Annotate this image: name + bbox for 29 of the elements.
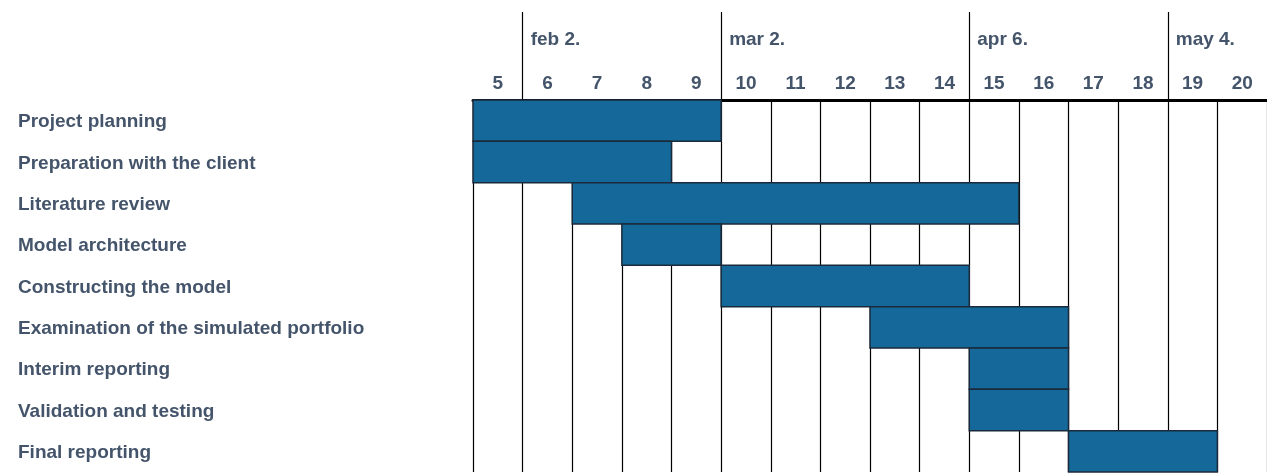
x-tick-label: 20 [1231,72,1253,93]
y-tick-label: Constructing the model [18,275,232,297]
x-tick-label: 8 [641,72,652,93]
x-tick-label: 18 [1132,72,1154,93]
x-tick-label: 7 [591,72,603,93]
y-tick-label: Final reporting [18,440,151,462]
x-tick-label: 15 [983,72,1006,93]
x-tick-label: 5 [492,72,504,93]
x-tick-label: 16 [1033,72,1055,93]
y-tick-label: Interim reporting [18,358,171,380]
y-tick-label: Project planning [18,110,167,132]
y-tick-label: Preparation with the client [18,151,257,173]
y-tick-label: Validation and testing [18,399,215,421]
x-tick-label: 12 [834,72,856,93]
x-tick-label: 13 [884,72,906,93]
x-tick-label: 17 [1082,72,1104,93]
ref-line-label: mar 2. [729,28,786,49]
x-tick-label: 6 [542,72,553,93]
ref-line-label: apr 6. [977,28,1028,49]
y-tick-label: Model architecture [18,234,187,256]
y-tick-label: Examination of the simulated portfolio [18,316,365,338]
x-tick-label: 9 [691,72,702,93]
x-tick-label: 11 [785,72,807,93]
ref-line-label: feb 2. [530,28,581,49]
x-tick-label: 10 [735,72,757,93]
x-tick-label: 14 [933,72,956,93]
x-tick-label: 19 [1181,72,1204,93]
ref-line-label: may 4. [1175,28,1235,49]
y-tick-label: Literature review [18,192,171,214]
